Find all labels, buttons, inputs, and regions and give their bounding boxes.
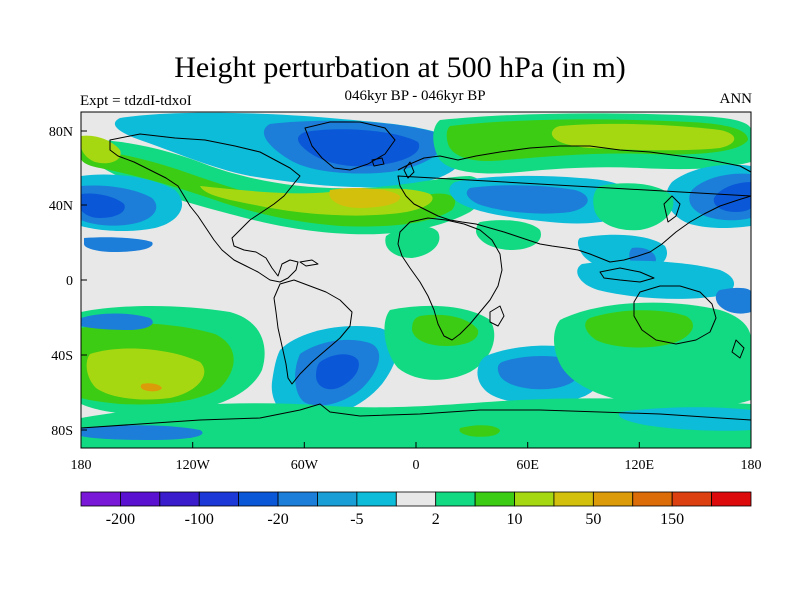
contour-pacific-high-strip [593, 183, 674, 231]
colorbar-box-9 [435, 491, 476, 507]
contour-antarctic-low [81, 425, 203, 440]
contour-eurasia-high-inner [551, 123, 735, 151]
lat-label-40n: 40N [49, 199, 73, 214]
contour-south-africa-high-inner [412, 314, 479, 346]
contour-antarctic-high-outer [81, 398, 751, 448]
colorbar-box-8 [395, 491, 437, 507]
contour-field [81, 112, 751, 448]
colorbar-box-10 [474, 491, 515, 507]
colorbar-label-1: -100 [185, 511, 214, 528]
colorbar-box-5 [277, 491, 318, 507]
coast-europe-asia [397, 145, 751, 263]
colorbar: -200 -100 -20 -5 2 10 50 150 [80, 491, 752, 528]
colorbar-label-5: 10 [507, 511, 523, 528]
coastlines [81, 121, 751, 429]
contour-africa-high [385, 226, 440, 258]
contour-sw-indian-low [577, 260, 735, 299]
contour-eurasia-low-inner [466, 185, 588, 214]
coast-south-america [273, 279, 353, 385]
colorbar-box-0 [80, 491, 121, 507]
coast-north-america [109, 133, 301, 283]
contour-satlantic-low-core [316, 354, 359, 390]
colorbar-label-3: -5 [350, 511, 363, 528]
contour-greenland-low-core [297, 129, 420, 167]
colorbar-box-6 [317, 491, 358, 507]
lat-label-80s: 80S [51, 424, 73, 439]
colorbar-box-7 [356, 491, 397, 507]
lon-label-60w: 60W [291, 458, 319, 473]
coast-madagascar [489, 305, 505, 327]
axis-ticks [80, 130, 752, 448]
contour-antarctic-low-right [618, 407, 751, 431]
colorbar-box-12 [553, 491, 594, 507]
contour-south-asia-high [476, 220, 541, 250]
colorbar-label-4: 2 [432, 511, 440, 528]
plot-subtitle: 046kyr BP - 046kyr BP [344, 88, 486, 104]
coast-australia [633, 285, 717, 345]
lon-label-120w: 120W [176, 458, 211, 473]
lat-label-80n: 80N [49, 125, 73, 140]
contour-spacific-high-inner [86, 348, 205, 400]
coast-antarctica [81, 403, 751, 429]
colorbar-box-2 [159, 491, 200, 507]
coast-indonesia [599, 267, 655, 283]
coast-iceland [371, 157, 385, 167]
lon-label-120e: 120E [625, 458, 655, 473]
coast-africa [397, 217, 503, 341]
colorbar-box-11 [514, 491, 555, 507]
contour-spacific-high-core [140, 383, 162, 392]
contour-atlantic-max [329, 188, 401, 208]
colorbar-label-2: -20 [267, 511, 288, 528]
contour-pacific-tropical-low [84, 237, 153, 252]
coast-japan [663, 195, 681, 223]
lon-label-0: 0 [413, 458, 420, 473]
contour-antarctic-high-inner [459, 425, 500, 437]
colorbar-box-14 [632, 491, 673, 507]
colorbar-label-6: 50 [585, 511, 601, 528]
colorbar-box-16 [711, 491, 752, 507]
colorbar-box-1 [120, 491, 161, 507]
lon-label-180e: 180 [741, 458, 762, 473]
coast-british-isles [403, 161, 415, 179]
colorbar-label-0: -200 [106, 511, 135, 528]
lon-label-180w: 180 [71, 458, 92, 473]
colorbar-box-15 [671, 491, 712, 507]
plot-title: Height perturbation at 500 hPa (in m) [174, 51, 626, 84]
experiment-label: Expt = tdzdI-tdxoI [80, 93, 192, 109]
coast-new-zealand [731, 339, 745, 359]
contour-spacific-low [81, 313, 153, 330]
colorbar-box-4 [238, 491, 279, 507]
contour-namerica-west-high [81, 135, 121, 164]
contour-australia-high-inner [585, 310, 693, 348]
lat-label-0: 0 [66, 274, 73, 289]
lat-label-40s: 40S [51, 349, 73, 364]
season-label: ANN [719, 91, 753, 107]
colorbar-label-7: 150 [660, 511, 684, 528]
contour-tropical-east-pacific-low [715, 287, 751, 314]
colorbar-box-3 [198, 491, 240, 507]
contour-npacific-low-left-core [81, 193, 125, 218]
coast-caribbean [299, 259, 319, 267]
colorbar-box-13 [592, 491, 634, 507]
lon-label-60e: 60E [516, 458, 539, 473]
